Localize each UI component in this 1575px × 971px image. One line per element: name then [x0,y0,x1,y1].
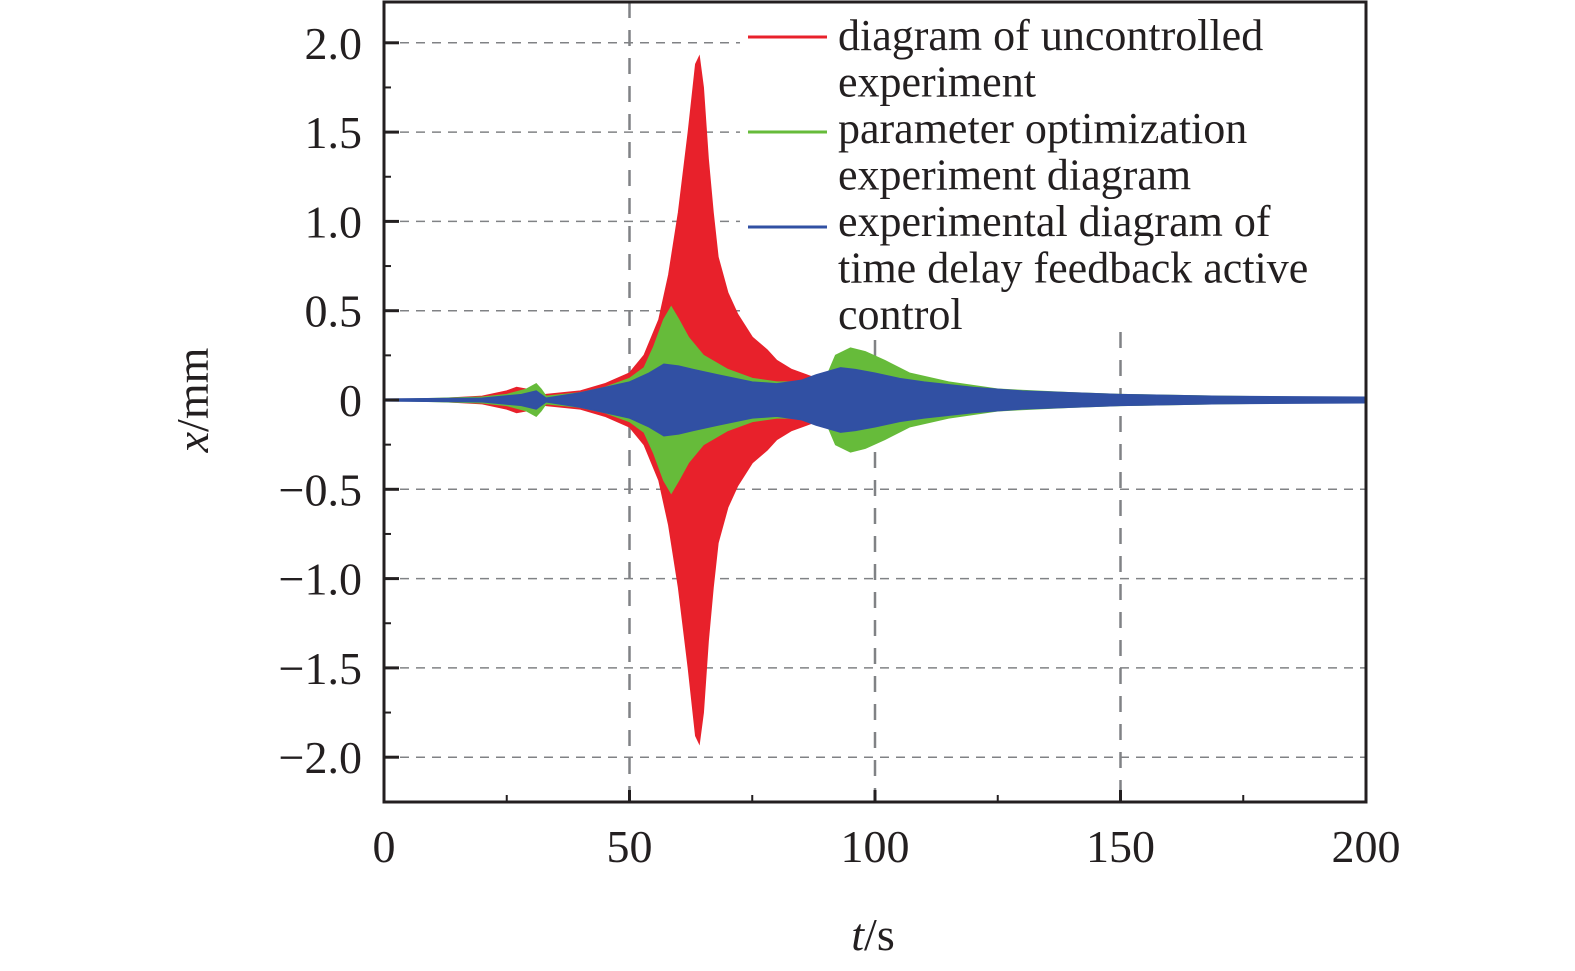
y-tick-label: 1.0 [305,196,363,247]
y-axis-ticks: 2.0 1.5 1.0 0.5 0 −0.5 −1.0 −1.5 −2.0 [279,18,399,783]
legend-label: experiment [838,58,1036,107]
y-tick-label: −1.5 [279,643,362,694]
x-axis-ticks: 0 50 100 150 200 [373,790,1401,872]
legend-label: control [838,290,963,339]
y-tick-label: 0 [339,375,362,426]
legend-label: diagram of uncontrolled [838,11,1263,60]
legend-label: parameter optimization [838,104,1247,153]
x-tick-label: 100 [841,821,910,872]
series-envelope [383,363,1367,437]
x-axis-title: t/s [851,909,894,960]
x-tick-label: 150 [1086,821,1155,872]
legend-label: time delay feedback active [838,244,1308,293]
y-tick-label: 0.5 [305,286,363,337]
y-tick-label: −1.0 [279,554,362,605]
y-axis-title: x/mm [167,347,218,453]
legend: diagram of uncontrolledexperimentparamet… [748,11,1308,339]
x-tick-label: 0 [373,821,396,872]
legend-label: experimental diagram of [838,197,1271,246]
y-tick-label: −2.0 [279,732,362,783]
x-tick-label: 50 [607,821,653,872]
y-tick-label: 2.0 [305,18,363,69]
y-tick-label: 1.5 [305,107,363,158]
legend-label: experiment diagram [838,151,1191,200]
x-tick-label: 200 [1332,821,1401,872]
y-tick-label: −0.5 [279,464,362,515]
